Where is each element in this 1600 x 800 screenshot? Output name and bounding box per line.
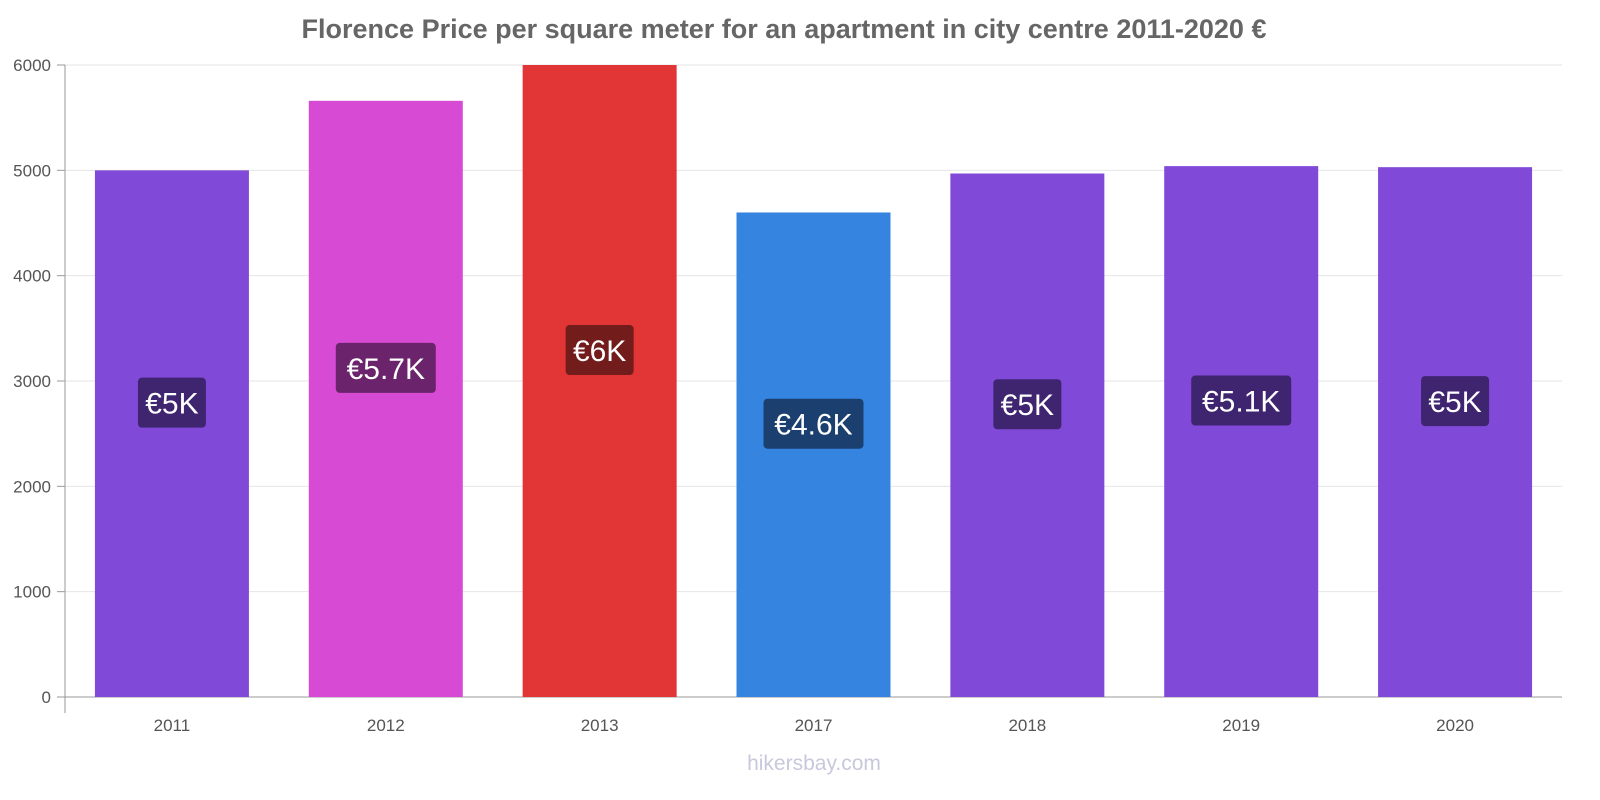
chart-title: Florence Price per square meter for an a… (301, 14, 1267, 44)
data-label-box (1191, 375, 1292, 426)
x-tick-label: 2011 (154, 716, 191, 735)
x-tick-label: 2012 (367, 716, 405, 735)
x-tick-label: 2019 (1222, 716, 1260, 735)
y-tick-label: 5000 (13, 161, 51, 180)
data-label: €5K (1428, 386, 1481, 419)
data-label-box (335, 342, 436, 393)
x-tick-label: 2017 (795, 716, 833, 735)
data-label-box (137, 377, 206, 428)
x-tick-label: 2020 (1436, 716, 1474, 735)
data-label-box (763, 398, 864, 449)
x-tick-label: 2013 (581, 716, 619, 735)
data-label: €6K (573, 335, 626, 368)
x-tick-label: 2018 (1008, 716, 1046, 735)
y-tick-label: 6000 (13, 56, 51, 75)
data-label: €5K (1001, 389, 1054, 422)
y-tick-label: 2000 (13, 477, 51, 496)
data-label: €5.7K (347, 353, 425, 386)
bar-2017 (736, 212, 891, 697)
y-tick-label: 3000 (13, 372, 51, 391)
watermark: hikersbay.com (747, 752, 881, 775)
data-label: €4.6K (774, 409, 852, 442)
y-tick-label: 1000 (13, 583, 51, 602)
data-label-box (565, 325, 634, 375)
data-label-box (993, 379, 1062, 430)
data-label: €5.1K (1202, 386, 1280, 419)
y-tick-label: 4000 (13, 267, 51, 286)
y-tick-label: 0 (42, 688, 51, 707)
bar-2019 (1164, 166, 1319, 697)
data-label: €5K (145, 388, 198, 421)
bar-2012 (308, 100, 463, 697)
bar-2013 (522, 65, 677, 697)
bar-2011 (94, 170, 249, 698)
data-label-box (1421, 376, 1490, 427)
bar-2018 (950, 173, 1105, 697)
bar-2020 (1378, 167, 1533, 697)
